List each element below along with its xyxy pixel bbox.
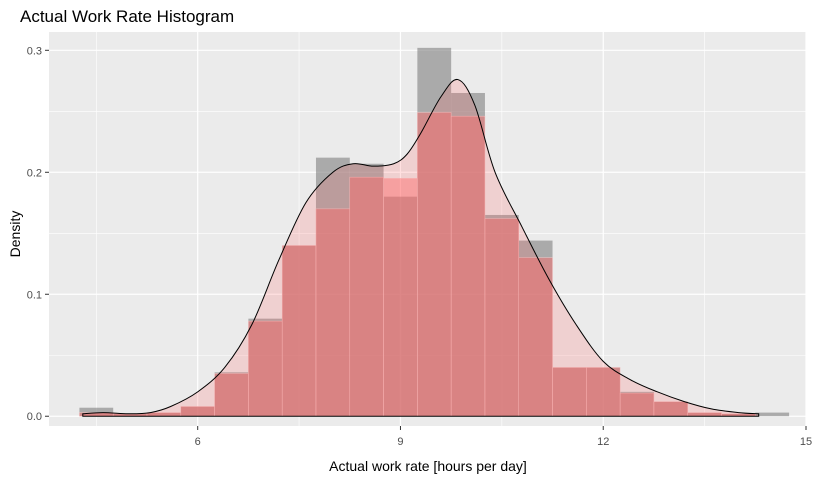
- histogram-bar: [755, 412, 790, 417]
- histogram-bar: [653, 401, 688, 417]
- histogram-bar: [248, 318, 283, 417]
- histogram-bar: [484, 214, 519, 417]
- histogram-bar: [518, 257, 553, 417]
- y-tick-label: 0.3: [27, 45, 42, 57]
- histogram-bar: [417, 112, 452, 417]
- x-axis-ticks: 6 9 12 15: [195, 426, 812, 448]
- histogram-bar: [450, 115, 486, 417]
- density-curve: [82, 79, 760, 417]
- histogram-bar: [113, 413, 148, 417]
- histogram-bar: [214, 373, 249, 417]
- x-axis-title: Actual work rate [hours per day]: [329, 458, 527, 474]
- histogram-bar: [687, 412, 722, 417]
- histogram-bar: [315, 157, 350, 417]
- histogram-bar: [248, 320, 283, 417]
- histogram-bar: [620, 391, 654, 417]
- histogram-bar: [484, 218, 519, 417]
- histogram-bar: [315, 208, 351, 417]
- histogram-bar: [518, 240, 553, 417]
- histogram-bar: [721, 413, 756, 417]
- histogram-bar: [417, 47, 452, 417]
- histogram-bars-red: [79, 112, 756, 417]
- histogram-bar: [282, 245, 316, 417]
- histogram-bar: [349, 163, 384, 417]
- histogram-bar: [552, 367, 587, 417]
- x-tick-label: 12: [597, 436, 609, 448]
- histogram-bar: [451, 92, 485, 417]
- histogram-bar: [586, 367, 621, 417]
- y-tick-label: 0.0: [27, 411, 42, 423]
- histogram-bar: [281, 245, 317, 417]
- x-tick-label: 9: [397, 436, 403, 448]
- density-curve-layer: [82, 79, 760, 417]
- density-fill: [82, 79, 759, 417]
- histogram-bar: [180, 406, 215, 417]
- chart-title: Actual Work Rate Histogram: [20, 7, 234, 26]
- x-tick-label: 15: [800, 436, 812, 448]
- histogram-bar: [79, 407, 114, 417]
- x-tick-label: 6: [195, 436, 201, 448]
- histogram-bar: [349, 176, 384, 417]
- y-axis-ticks: 0.0 0.1 0.2 0.3: [27, 45, 49, 423]
- histogram-bar: [147, 412, 181, 417]
- y-tick-label: 0.1: [27, 289, 42, 301]
- histogram-bar: [383, 178, 418, 417]
- histogram-bars-gray: [79, 47, 790, 417]
- y-tick-label: 0.2: [27, 167, 42, 179]
- histogram-bar: [214, 372, 249, 417]
- histogram-bar: [383, 196, 418, 417]
- y-axis-title: Density: [7, 211, 23, 258]
